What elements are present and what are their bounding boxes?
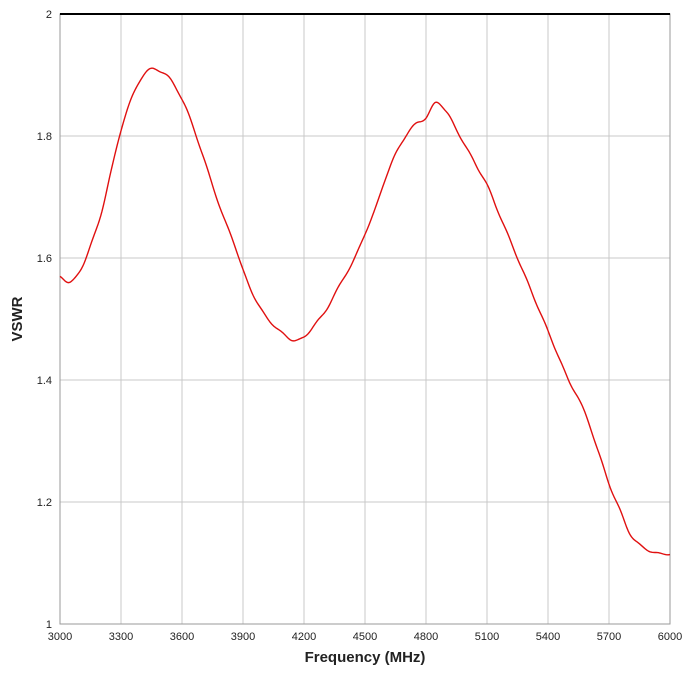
y-tick-labels: 1 1.2 1.4 1.6 1.8 2 [37, 9, 52, 631]
series-layer [59, 67, 671, 556]
y-tick-label: 1.2 [37, 497, 52, 509]
y-tick-label: 1 [46, 619, 52, 631]
y-tick-label: 1.8 [37, 131, 52, 143]
x-tick-label: 4200 [292, 631, 316, 643]
x-tick-label: 3900 [231, 631, 255, 643]
x-tick-label: 5100 [475, 631, 499, 643]
x-tick-label: 3000 [48, 631, 72, 643]
x-tick-label: 5400 [536, 631, 560, 643]
vswr-series-line [59, 67, 671, 556]
x-tick-label: 4500 [353, 631, 377, 643]
grid [60, 14, 670, 624]
x-tick-label: 4800 [414, 631, 438, 643]
x-tick-label: 3300 [109, 631, 133, 643]
x-tick-labels: 3000 3300 3600 3900 4200 4500 4800 5100 5400 5700… [48, 631, 682, 643]
x-tick-label: 3600 [170, 631, 194, 643]
plot-frame [59, 13, 671, 625]
y-tick-label: 1.4 [37, 375, 52, 387]
y-tick-label: 1.6 [37, 253, 52, 265]
x-axis-title: Frequency (MHz) [305, 649, 426, 666]
y-axis-title: VSWR [9, 296, 26, 341]
x-tick-label: 6000 [658, 631, 682, 643]
y-tick-label: 2 [46, 9, 52, 21]
x-tick-label: 5700 [597, 631, 621, 643]
